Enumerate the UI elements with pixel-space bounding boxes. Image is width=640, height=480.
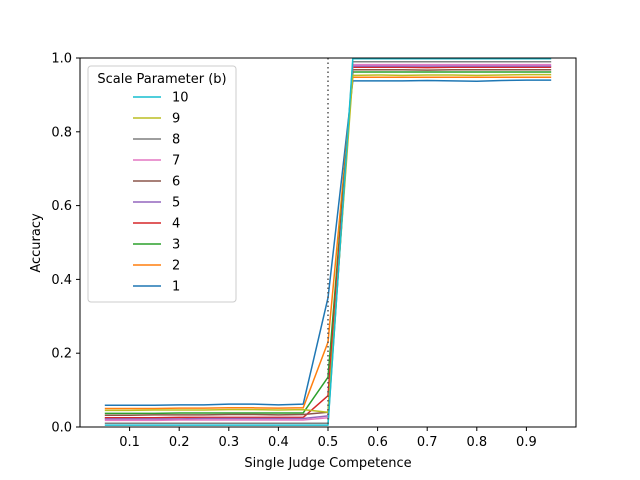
x-tick-label: 0.8 bbox=[466, 435, 487, 450]
legend-item-4: 4 bbox=[133, 217, 180, 232]
y-tick-label: 0.0 bbox=[51, 421, 72, 436]
x-tick-label: 0.6 bbox=[367, 435, 388, 450]
legend-label: 3 bbox=[172, 238, 180, 253]
y-tick-label: 0.8 bbox=[51, 125, 72, 140]
legend: Scale Parameter (b) 10 9 8 7 6 5 4 3 2 1 bbox=[87, 65, 237, 303]
x-tick-label: 0.1 bbox=[119, 435, 140, 450]
legend-items: 10 9 8 7 6 5 4 3 2 1 bbox=[133, 91, 189, 295]
x-axis-title: Single Judge Competence bbox=[244, 456, 411, 471]
x-tick-label: 0.9 bbox=[516, 435, 537, 450]
legend-label: 4 bbox=[172, 217, 180, 232]
y-tick-label: 1.0 bbox=[51, 52, 72, 67]
legend-label: 9 bbox=[172, 112, 180, 127]
y-tick-label: 0.2 bbox=[51, 347, 72, 362]
series-line-10 bbox=[104, 57, 552, 426]
y-tick-label: 0.4 bbox=[51, 273, 72, 288]
legend-item-1: 1 bbox=[133, 280, 180, 295]
legend-item-7: 7 bbox=[133, 154, 180, 169]
x-tick-label: 0.2 bbox=[169, 435, 190, 450]
legend-label: 10 bbox=[172, 91, 189, 106]
series-line-3 bbox=[104, 71, 552, 415]
x-tick-label: 0.4 bbox=[268, 435, 289, 450]
y-axis-ticks: 0.0 0.2 0.4 0.6 0.8 1.0 bbox=[51, 52, 80, 436]
series-line-9 bbox=[104, 73, 552, 413]
legend-item-5: 5 bbox=[133, 196, 180, 211]
legend-label: 1 bbox=[172, 280, 180, 295]
y-axis-title: Accuracy bbox=[29, 213, 44, 273]
legend-box bbox=[87, 65, 237, 303]
legend-label: 8 bbox=[172, 133, 180, 148]
legend-item-9: 9 bbox=[133, 112, 180, 127]
legend-label: 5 bbox=[172, 196, 180, 211]
legend-label: 6 bbox=[172, 175, 180, 190]
x-axis-ticks: 0.1 0.2 0.3 0.4 0.5 0.6 0.7 0.8 0.9 bbox=[119, 427, 537, 450]
legend-item-10: 10 bbox=[133, 91, 189, 106]
legend-label: 2 bbox=[172, 259, 180, 274]
x-tick-label: 0.7 bbox=[417, 435, 438, 450]
x-tick-label: 0.5 bbox=[318, 435, 339, 450]
legend-item-2: 2 bbox=[133, 259, 180, 274]
x-tick-label: 0.3 bbox=[218, 435, 239, 450]
legend-item-3: 3 bbox=[133, 238, 180, 253]
legend-label: 7 bbox=[172, 154, 180, 169]
legend-item-6: 6 bbox=[133, 175, 180, 190]
legend-title: Scale Parameter (b) bbox=[97, 72, 226, 87]
legend-item-8: 8 bbox=[133, 133, 180, 148]
y-tick-label: 0.6 bbox=[51, 199, 72, 214]
